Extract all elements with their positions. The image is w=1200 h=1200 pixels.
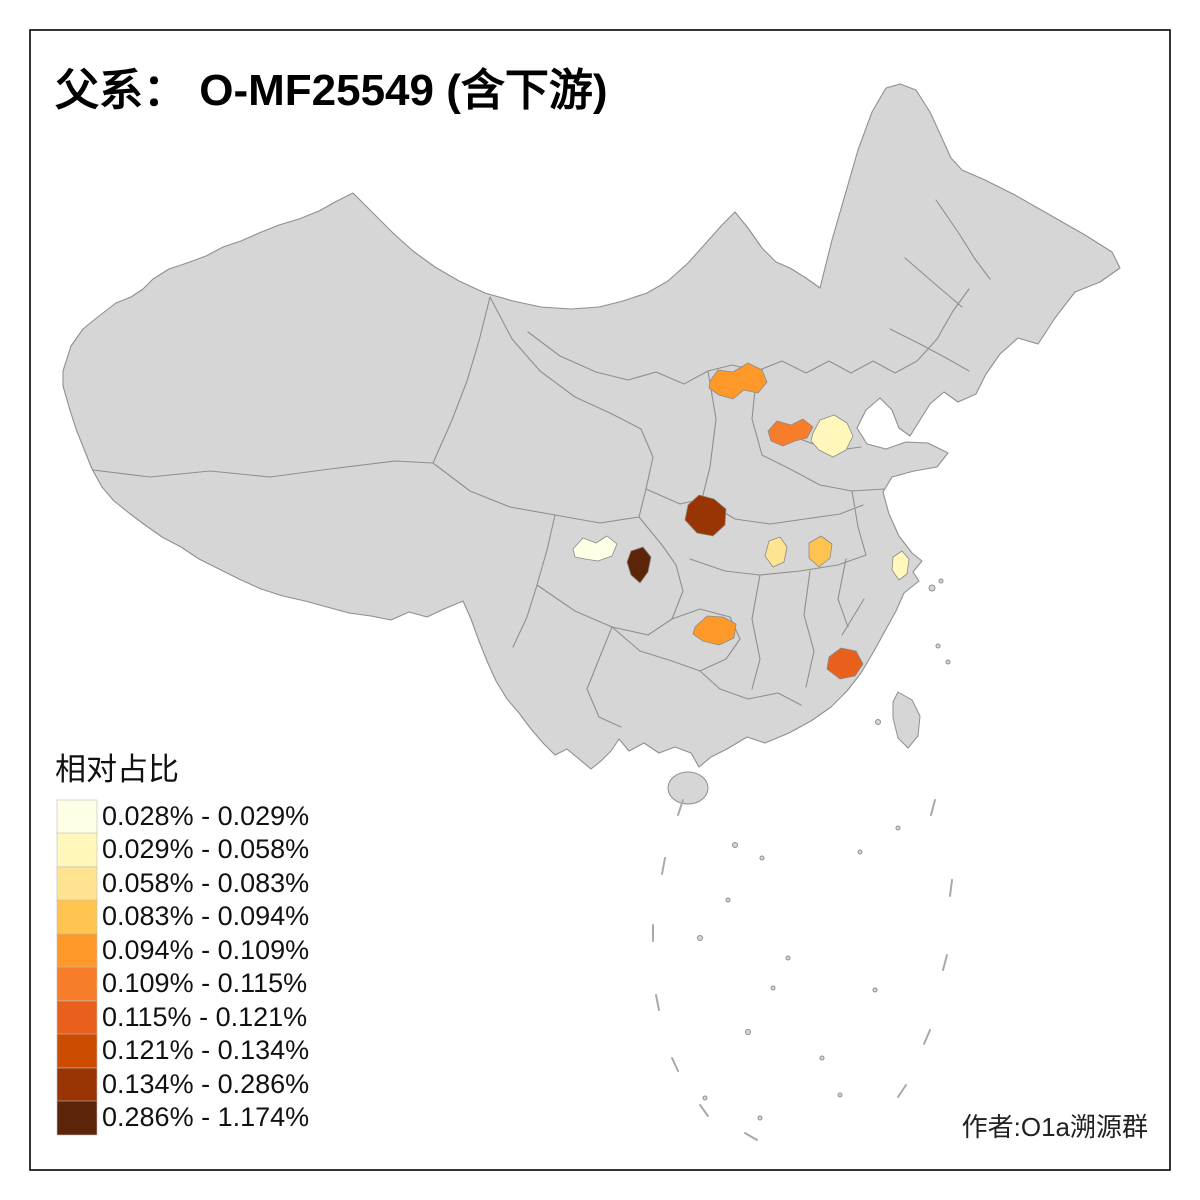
map-region-11: [891, 550, 910, 581]
map-region-7: [764, 536, 788, 568]
choropleth-regions: [572, 362, 910, 680]
map-region-2: [767, 418, 814, 447]
province-borders: [92, 199, 991, 728]
page-title: 父系： O-MF25549 (含下游): [55, 66, 608, 115]
legend-swatch: [56, 933, 98, 969]
legend-swatch: [56, 1000, 98, 1036]
plot-frame: [29, 29, 1171, 1171]
legend-swatch: [56, 1067, 98, 1103]
legend-label: 0.109% - 0.115%: [102, 968, 307, 998]
legend-swatch: [56, 1100, 98, 1136]
legend-label: 0.115% - 0.121%: [102, 1002, 307, 1032]
legend-swatch: [56, 799, 98, 835]
legend-title: 相对占比: [55, 752, 179, 787]
map-region-5: [572, 535, 618, 562]
taiwan-island: [892, 691, 921, 749]
legend-row: 0.286% - 1.174%: [56, 1100, 309, 1136]
legend-row: 0.109% - 0.115%: [56, 966, 307, 1002]
legend-swatch: [56, 899, 98, 935]
legend-row: 0.058% - 0.083%: [56, 866, 309, 902]
map-region-10: [826, 647, 864, 680]
legend-label: 0.121% - 0.134%: [102, 1035, 309, 1065]
legend-swatch: [56, 832, 98, 868]
author-credit: 作者:O1a溯源群: [962, 1112, 1148, 1142]
legend-row: 0.029% - 0.058%: [56, 832, 309, 868]
map-region-8: [808, 535, 833, 568]
legend-row: 0.028% - 0.029%: [56, 799, 309, 835]
map-region-6: [626, 546, 652, 584]
legend-row: 0.115% - 0.121%: [56, 1000, 307, 1036]
china-mainland: [62, 83, 1121, 770]
legend-label: 0.134% - 0.286%: [102, 1069, 309, 1099]
legend-row: 0.094% - 0.109%: [56, 933, 309, 969]
map-region-3: [810, 414, 854, 458]
legend-label: 0.029% - 0.058%: [102, 834, 309, 864]
legend-swatch: [56, 866, 98, 902]
legend-swatch: [56, 966, 98, 1002]
legend-swatch: [56, 1033, 98, 1069]
legend-label: 0.083% - 0.094%: [102, 901, 309, 931]
nine-dash-line: [652, 799, 953, 1141]
hainan-island: [667, 771, 709, 805]
legend-label: 0.094% - 0.109%: [102, 935, 309, 965]
legend-row: 0.083% - 0.094%: [56, 899, 309, 935]
legend: 相对占比 0.028% - 0.029% 0.029% - 0.058% 0.0…: [55, 752, 309, 1136]
islands: [652, 578, 953, 1141]
legend-row: 0.121% - 0.134%: [56, 1033, 309, 1069]
map-region-9: [692, 615, 737, 646]
legend-label: 0.058% - 0.083%: [102, 868, 309, 898]
legend-label: 0.286% - 1.174%: [102, 1102, 309, 1132]
small-islands: [697, 578, 951, 1121]
map-region-4: [684, 494, 727, 537]
legend-row: 0.134% - 0.286%: [56, 1067, 309, 1103]
map-region-1: [708, 362, 768, 400]
legend-label: 0.028% - 0.029%: [102, 801, 309, 831]
